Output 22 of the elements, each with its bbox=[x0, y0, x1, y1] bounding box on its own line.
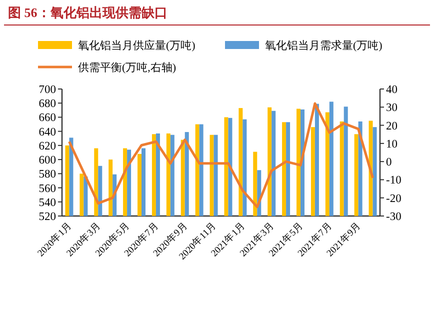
y-tick-label: 520 bbox=[38, 211, 56, 223]
y-tick-label: 620 bbox=[38, 140, 56, 152]
y-tick-label: 580 bbox=[38, 168, 56, 181]
y2-tick-label: 30 bbox=[386, 102, 398, 114]
y2-tick-label: -10 bbox=[386, 174, 402, 187]
y-tick-label: 700 bbox=[38, 84, 56, 96]
legend-label: 供需平衡(万吨,右轴) bbox=[78, 61, 176, 74]
y-tick-label: 640 bbox=[38, 126, 56, 138]
y2-tick-label: -20 bbox=[386, 192, 402, 205]
y-tick-label: 660 bbox=[38, 112, 56, 124]
legend-label: 氧化铝当月供应量(万吨) bbox=[78, 39, 196, 52]
y-tick-label: 560 bbox=[38, 182, 56, 195]
legend-label: 氧化铝当月需求量(万吨) bbox=[265, 39, 383, 52]
y2-tick-label: -30 bbox=[386, 211, 402, 223]
y2-tick-label: 20 bbox=[386, 120, 398, 132]
y2-tick-label: 10 bbox=[386, 138, 398, 150]
title: 图 56：氧化铝出现供需缺口 bbox=[8, 5, 168, 20]
y2-tick-label: 0 bbox=[386, 156, 392, 169]
y-tick-label: 600 bbox=[38, 154, 56, 167]
y-tick-label: 680 bbox=[38, 98, 56, 110]
y2-tick-label: 40 bbox=[386, 84, 398, 96]
y-tick-label: 540 bbox=[38, 196, 56, 209]
